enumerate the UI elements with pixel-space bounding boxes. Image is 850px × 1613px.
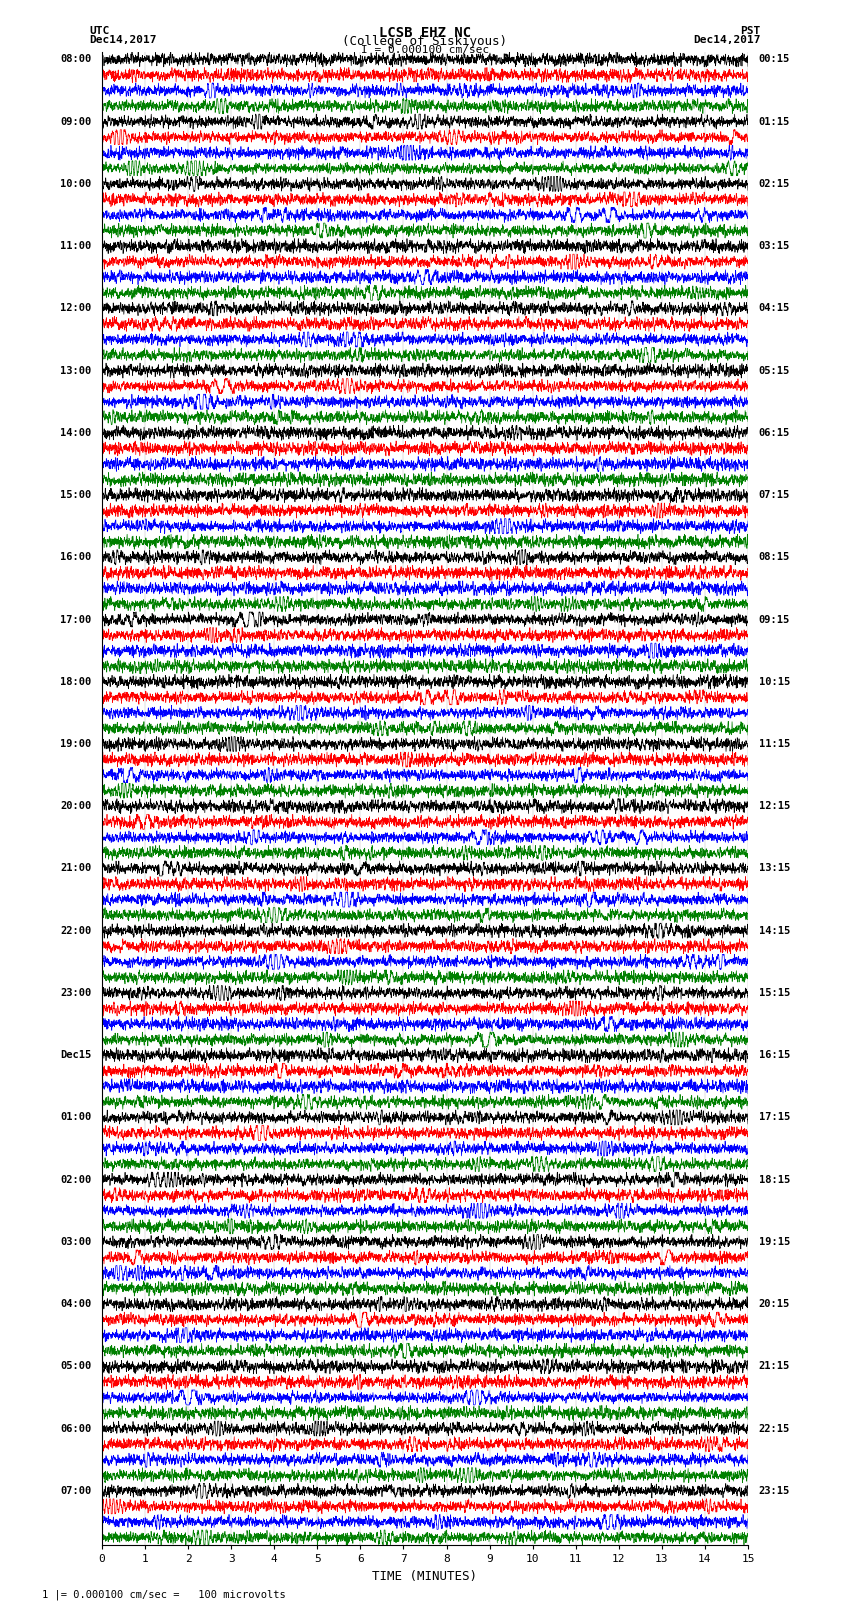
Text: 15:15: 15:15 bbox=[759, 987, 790, 998]
Text: 14:15: 14:15 bbox=[759, 926, 790, 936]
Text: 16:00: 16:00 bbox=[60, 552, 91, 563]
Text: 10:00: 10:00 bbox=[60, 179, 91, 189]
Text: 10:15: 10:15 bbox=[759, 677, 790, 687]
Text: 20:00: 20:00 bbox=[60, 802, 91, 811]
Text: 02:15: 02:15 bbox=[759, 179, 790, 189]
Text: 16:15: 16:15 bbox=[759, 1050, 790, 1060]
Text: 04:15: 04:15 bbox=[759, 303, 790, 313]
Text: 18:15: 18:15 bbox=[759, 1174, 790, 1184]
Text: 05:00: 05:00 bbox=[60, 1361, 91, 1371]
Text: Dec14,2017: Dec14,2017 bbox=[89, 35, 156, 45]
Text: 07:15: 07:15 bbox=[759, 490, 790, 500]
Text: 08:00: 08:00 bbox=[60, 55, 91, 65]
Text: 1 |= 0.000100 cm/sec =   100 microvolts: 1 |= 0.000100 cm/sec = 100 microvolts bbox=[42, 1589, 286, 1600]
Text: 03:00: 03:00 bbox=[60, 1237, 91, 1247]
Text: 01:15: 01:15 bbox=[759, 116, 790, 127]
Text: 23:15: 23:15 bbox=[759, 1486, 790, 1495]
Text: 01:00: 01:00 bbox=[60, 1113, 91, 1123]
Text: 22:00: 22:00 bbox=[60, 926, 91, 936]
Text: 17:00: 17:00 bbox=[60, 615, 91, 624]
Text: (College of Siskiyous): (College of Siskiyous) bbox=[343, 35, 507, 48]
Text: 09:00: 09:00 bbox=[60, 116, 91, 127]
Text: 19:00: 19:00 bbox=[60, 739, 91, 748]
Text: 20:15: 20:15 bbox=[759, 1298, 790, 1310]
Text: 21:00: 21:00 bbox=[60, 863, 91, 874]
X-axis label: TIME (MINUTES): TIME (MINUTES) bbox=[372, 1569, 478, 1582]
Text: Dec15: Dec15 bbox=[60, 1050, 91, 1060]
Text: 19:15: 19:15 bbox=[759, 1237, 790, 1247]
Text: 22:15: 22:15 bbox=[759, 1424, 790, 1434]
Text: 03:15: 03:15 bbox=[759, 240, 790, 252]
Text: 11:15: 11:15 bbox=[759, 739, 790, 748]
Text: 02:00: 02:00 bbox=[60, 1174, 91, 1184]
Text: 09:15: 09:15 bbox=[759, 615, 790, 624]
Text: 14:00: 14:00 bbox=[60, 427, 91, 437]
Text: 13:00: 13:00 bbox=[60, 366, 91, 376]
Text: 08:15: 08:15 bbox=[759, 552, 790, 563]
Text: 00:15: 00:15 bbox=[759, 55, 790, 65]
Text: 18:00: 18:00 bbox=[60, 677, 91, 687]
Text: 11:00: 11:00 bbox=[60, 240, 91, 252]
Text: 13:15: 13:15 bbox=[759, 863, 790, 874]
Text: 04:00: 04:00 bbox=[60, 1298, 91, 1310]
Text: 05:15: 05:15 bbox=[759, 366, 790, 376]
Text: 17:15: 17:15 bbox=[759, 1113, 790, 1123]
Text: 12:00: 12:00 bbox=[60, 303, 91, 313]
Text: UTC: UTC bbox=[89, 26, 110, 35]
Text: 06:00: 06:00 bbox=[60, 1424, 91, 1434]
Text: 21:15: 21:15 bbox=[759, 1361, 790, 1371]
Text: LCSB EHZ NC: LCSB EHZ NC bbox=[379, 26, 471, 40]
Text: 15:00: 15:00 bbox=[60, 490, 91, 500]
Text: Dec14,2017: Dec14,2017 bbox=[694, 35, 761, 45]
Text: PST: PST bbox=[740, 26, 761, 35]
Text: 07:00: 07:00 bbox=[60, 1486, 91, 1495]
Text: I = 0.000100 cm/sec: I = 0.000100 cm/sec bbox=[361, 45, 489, 55]
Text: 23:00: 23:00 bbox=[60, 987, 91, 998]
Text: 12:15: 12:15 bbox=[759, 802, 790, 811]
Text: 06:15: 06:15 bbox=[759, 427, 790, 437]
